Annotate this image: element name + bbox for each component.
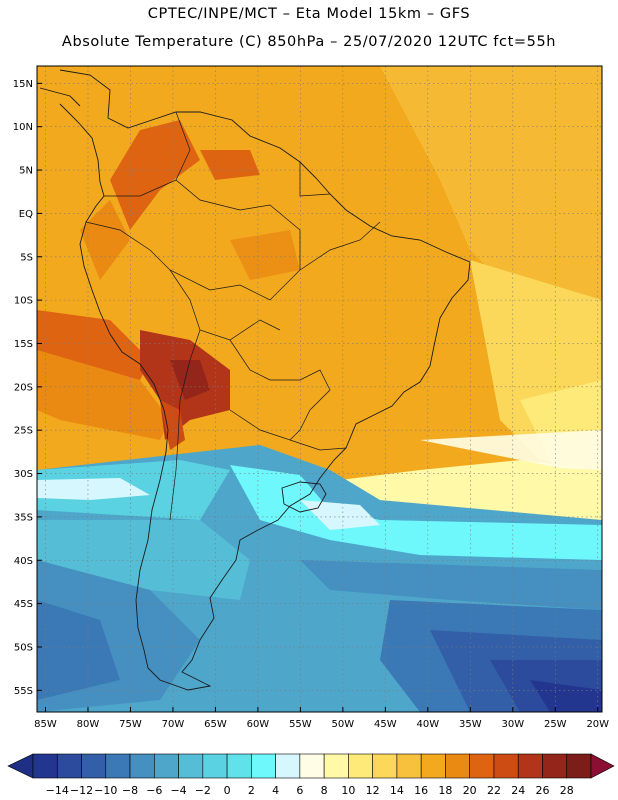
colorbar-swatch [56,753,82,779]
colorbar-label: 16 [414,784,428,797]
lat-tick-label: 40S [14,556,33,567]
latitude-labels: 15N 10N 5N EQ 5S 10S 15S 20S 25S 30S 35S 40S 45S 50S 5… [13,79,42,697]
title-line-2: Absolute Temperature (C) 850hPa – 25/07/… [61,34,557,50]
colorbar-label: 14 [390,784,404,797]
colorbar-swatch [299,753,325,779]
colorbar-swatch [81,753,107,779]
lat-tick-label: 5S [20,252,33,263]
lat-tick-label: 50S [14,642,33,653]
colorbar-label: 22 [487,784,501,797]
colorbar-swatch [105,753,131,779]
colorbar-swatch [251,753,276,779]
colorbar-swatch [323,753,349,779]
colorbar-swatch [178,753,204,779]
colorbar-swatch [445,753,470,779]
lat-tick-label: 55S [14,686,33,697]
colorbar-swatch [566,753,592,779]
colorbar-label: 24 [511,784,525,797]
colorbar-label: −10 [94,784,117,797]
colorbar-swatch [129,753,155,779]
lat-tick-label: 5N [19,166,33,177]
lat-tick-label: 20S [14,382,33,393]
lon-tick-label: 60W [247,719,270,730]
lon-tick-label: 20W [586,719,609,730]
colorbar-label: −6 [146,784,162,797]
colorbar-swatch [517,753,543,779]
lat-tick-label: 10N [13,122,33,133]
lat-tick-label: 45S [14,599,33,610]
country-borders [85,111,381,521]
colorbar-label: 10 [341,784,355,797]
colorbar-arrow-right [590,753,615,779]
colorbar-swatch [275,753,301,779]
longitude-labels: 85W 80W 75W 70W 65W 60W 55W 50W 45W 40W 35W 30W 25W 2… [34,707,609,730]
lon-tick-label: 70W [162,719,185,730]
lat-tick-label: 15S [14,339,33,350]
colorbar-swatch [202,753,228,779]
lon-tick-label: 45W [374,719,397,730]
colorbar-swatch [226,753,252,779]
lat-tick-label: 30S [14,469,33,480]
colorbar-swatch [372,753,398,779]
lon-tick-label: 40W [417,719,440,730]
lon-tick-label: 50W [332,719,355,730]
lat-tick-label: 15N [13,79,33,90]
lon-tick-label: 75W [119,719,142,730]
colorbar-swatch [396,753,422,779]
lon-tick-label: 55W [289,719,312,730]
lat-tick-label: EQ [19,209,33,220]
colorbar-swatch [348,753,373,779]
map-frame [36,65,603,713]
colorbar-label: 26 [535,784,549,797]
lat-tick-label: 10S [14,296,33,307]
lon-tick-label: 35W [459,719,482,730]
colorbar-label: 0 [224,784,231,797]
colorbar-label: 2 [248,784,255,797]
lon-tick-label: 65W [204,719,227,730]
colorbar-label: 12 [366,784,380,797]
colorbar-label: −14 [46,784,69,797]
lon-tick-label: 85W [34,719,57,730]
colorbar-arrow-left [7,753,34,779]
colorbar-swatch [154,753,179,779]
colorbar-swatch [493,753,519,779]
lat-tick-label: 35S [14,512,33,523]
colorbar-label: −2 [195,784,211,797]
coastline [39,69,471,691]
title-line-1: CPTEC/INPE/MCT – Eta Model 15km – GFS [147,6,471,22]
colorbar-swatch [542,753,568,779]
colorbar-labels: −14 −12 −10 −8 −6 −4 −2 0 2 4 6 8 10 12 14 16 18 20 22 24 26… [46,784,574,797]
colorbar-label: 28 [560,784,574,797]
colorbar-label: −4 [170,784,186,797]
temperature-field [37,66,602,712]
colorbar-label: −8 [122,784,138,797]
colorbar-label: 20 [463,784,477,797]
colorbar-swatch [469,753,495,779]
colorbar-label: 8 [321,784,328,797]
colorbar-label: 4 [272,784,279,797]
colorbar-swatch [32,753,58,779]
colorbar-label: 6 [296,784,303,797]
lat-tick-label: 25S [14,426,33,437]
lon-tick-label: 30W [501,719,524,730]
lon-tick-label: 25W [544,719,567,730]
colorbar [7,753,615,779]
colorbar-label: −12 [70,784,93,797]
colorbar-label: 18 [438,784,452,797]
lon-tick-label: 80W [77,719,100,730]
colorbar-swatch [420,753,446,779]
